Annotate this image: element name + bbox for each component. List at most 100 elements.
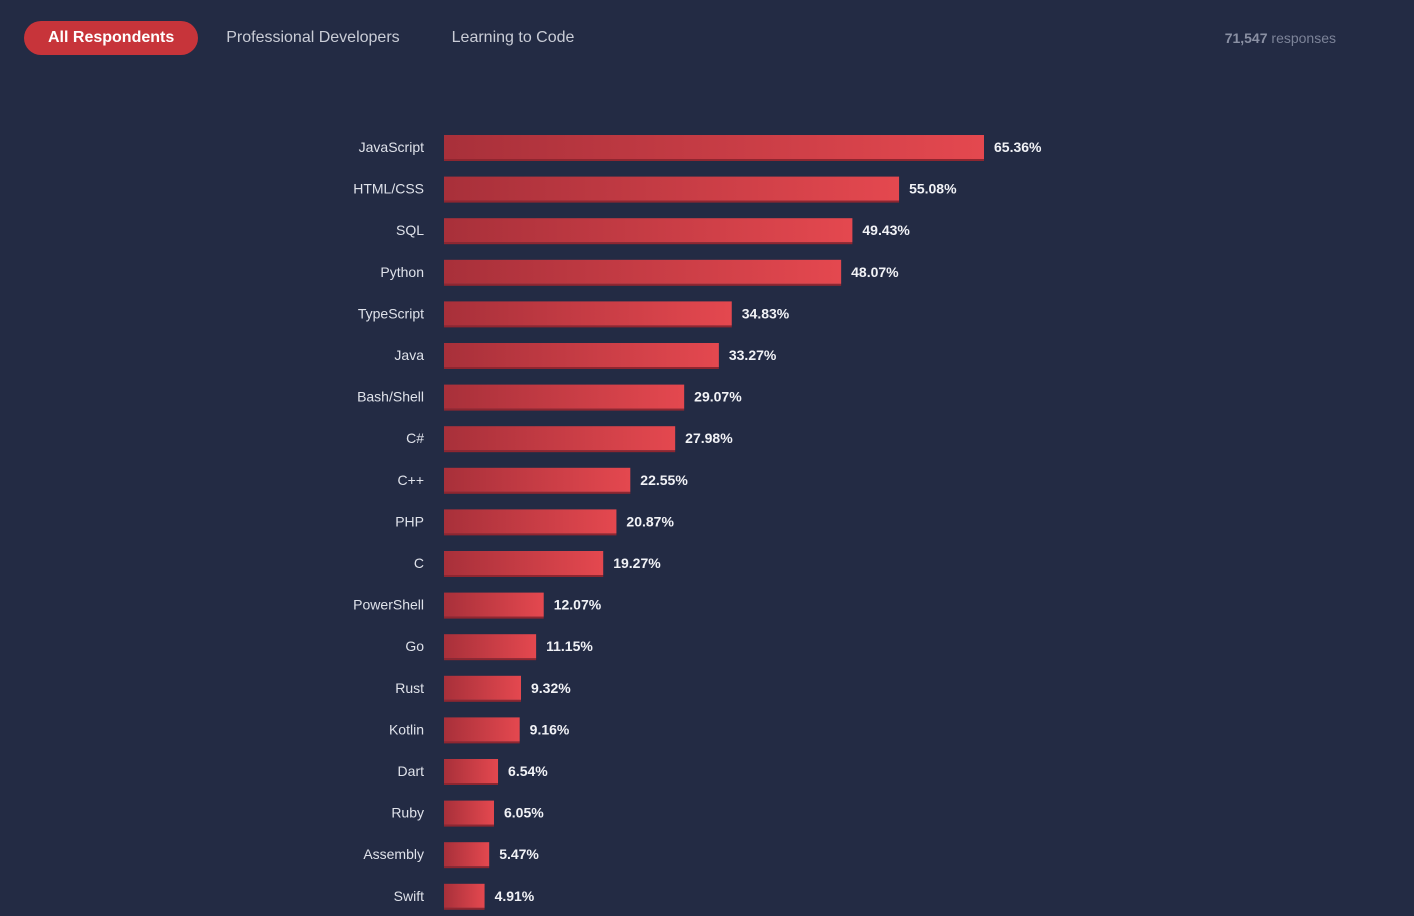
responses-count: 71,547 responses	[1180, 21, 1336, 55]
bar-shadow	[444, 575, 604, 577]
bar-row: Rust 9.32%	[395, 675, 571, 702]
category-label: Swift	[394, 888, 424, 904]
value-label: 22.55%	[640, 472, 688, 488]
bar-shadow	[444, 325, 732, 328]
category-label: Java	[394, 347, 424, 363]
value-label: 6.05%	[504, 805, 544, 821]
bar-shadow	[444, 658, 537, 661]
bar-row: PowerShell 12.07%	[353, 592, 602, 619]
bar[interactable]	[444, 384, 685, 409]
bar-shadow	[444, 200, 900, 203]
bar-shadow	[444, 283, 842, 286]
bar[interactable]	[444, 176, 900, 201]
category-label: Dart	[398, 763, 425, 779]
value-label: 11.15%	[546, 638, 593, 654]
bar-row: Dart 6.54%	[398, 759, 548, 785]
bar-row: Swift 4.91%	[394, 883, 535, 910]
bar[interactable]	[444, 301, 732, 326]
value-label: 29.07%	[694, 389, 742, 405]
bar-shadow	[444, 367, 719, 369]
category-label: TypeScript	[358, 305, 424, 321]
value-label: 34.83%	[742, 305, 790, 321]
value-label: 48.07%	[851, 264, 899, 280]
bar-shadow	[444, 491, 631, 494]
category-label: Rust	[395, 680, 424, 696]
bar[interactable]	[444, 343, 719, 367]
bar[interactable]	[444, 883, 485, 908]
bar[interactable]	[444, 259, 842, 284]
value-label: 27.98%	[685, 430, 733, 446]
value-label: 12.07%	[554, 597, 602, 613]
category-label: Assembly	[363, 846, 424, 862]
bar-row: Assembly 5.47%	[363, 842, 539, 869]
bar[interactable]	[444, 800, 494, 825]
category-label: C#	[406, 430, 424, 446]
value-label: 20.87%	[626, 513, 674, 529]
bar-row: TypeScript 34.83%	[358, 301, 790, 328]
bar[interactable]	[444, 634, 537, 659]
bar-row: SQL 49.43%	[396, 218, 910, 245]
bar-shadow	[444, 907, 485, 910]
tab-all-respondents[interactable]: All Respondents	[24, 21, 199, 55]
category-label: Kotlin	[389, 721, 424, 737]
bar[interactable]	[444, 759, 499, 783]
category-label: Ruby	[391, 805, 424, 821]
bar-shadow	[444, 533, 617, 536]
bar-row: HTML/CSS 55.08%	[353, 176, 957, 203]
bar-shadow	[444, 159, 984, 161]
bar[interactable]	[444, 426, 676, 451]
tab-learning-to-code[interactable]: Learning to Code	[451, 29, 575, 46]
category-label: C	[414, 555, 424, 571]
value-label: 5.47%	[499, 846, 539, 862]
bar[interactable]	[444, 551, 604, 575]
value-label: 4.91%	[495, 888, 535, 904]
category-label: Bash/Shell	[357, 389, 424, 405]
bar-shadow	[444, 616, 544, 619]
bar[interactable]	[444, 592, 544, 617]
category-label: JavaScript	[359, 139, 424, 155]
bar-shadow	[444, 741, 520, 744]
responses-number: 71,547	[1224, 30, 1268, 46]
bar-row: Ruby 6.05%	[391, 800, 544, 827]
bar[interactable]	[444, 135, 984, 159]
bar-row: C 19.27%	[414, 551, 661, 577]
value-label: 55.08%	[909, 181, 957, 197]
bar[interactable]	[444, 218, 853, 243]
value-label: 65.36%	[994, 139, 1042, 155]
value-label: 19.27%	[613, 555, 661, 571]
tab-professional-developers[interactable]: Professional Developers	[226, 29, 400, 46]
bar-row: PHP 20.87%	[395, 509, 674, 536]
bar-row: C# 27.98%	[406, 426, 733, 453]
value-label: 6.54%	[508, 763, 548, 779]
respondent-filter-tabs: All Respondents Professional Developers …	[24, 21, 598, 55]
bar-shadow	[444, 783, 499, 785]
bar-row: Kotlin 9.16%	[389, 717, 570, 744]
bar[interactable]	[444, 675, 522, 700]
bar-row: Go 11.15%	[405, 634, 593, 661]
bar-shadow	[444, 866, 490, 869]
category-label: PowerShell	[353, 597, 424, 613]
bar[interactable]	[444, 467, 631, 492]
bar-shadow	[444, 699, 522, 702]
bar-shadow	[444, 408, 685, 411]
category-label: C++	[398, 472, 424, 488]
bar-row: Python 48.07%	[380, 259, 899, 286]
category-label: SQL	[396, 222, 424, 238]
bar-shadow	[444, 450, 676, 453]
bar-row: JavaScript 65.36%	[359, 135, 1042, 161]
bar-shadow	[444, 824, 494, 827]
bar-row: Java 33.27%	[394, 343, 777, 369]
responses-label: responses	[1271, 30, 1336, 46]
value-label: 49.43%	[862, 222, 910, 238]
value-label: 9.16%	[530, 721, 570, 737]
bar-shadow	[444, 242, 853, 245]
bar[interactable]	[444, 717, 520, 742]
bar[interactable]	[444, 842, 490, 867]
value-label: 9.32%	[531, 680, 571, 696]
bar[interactable]	[444, 509, 617, 534]
category-label: Python	[380, 264, 424, 280]
bar-row: C++ 22.55%	[398, 467, 688, 494]
